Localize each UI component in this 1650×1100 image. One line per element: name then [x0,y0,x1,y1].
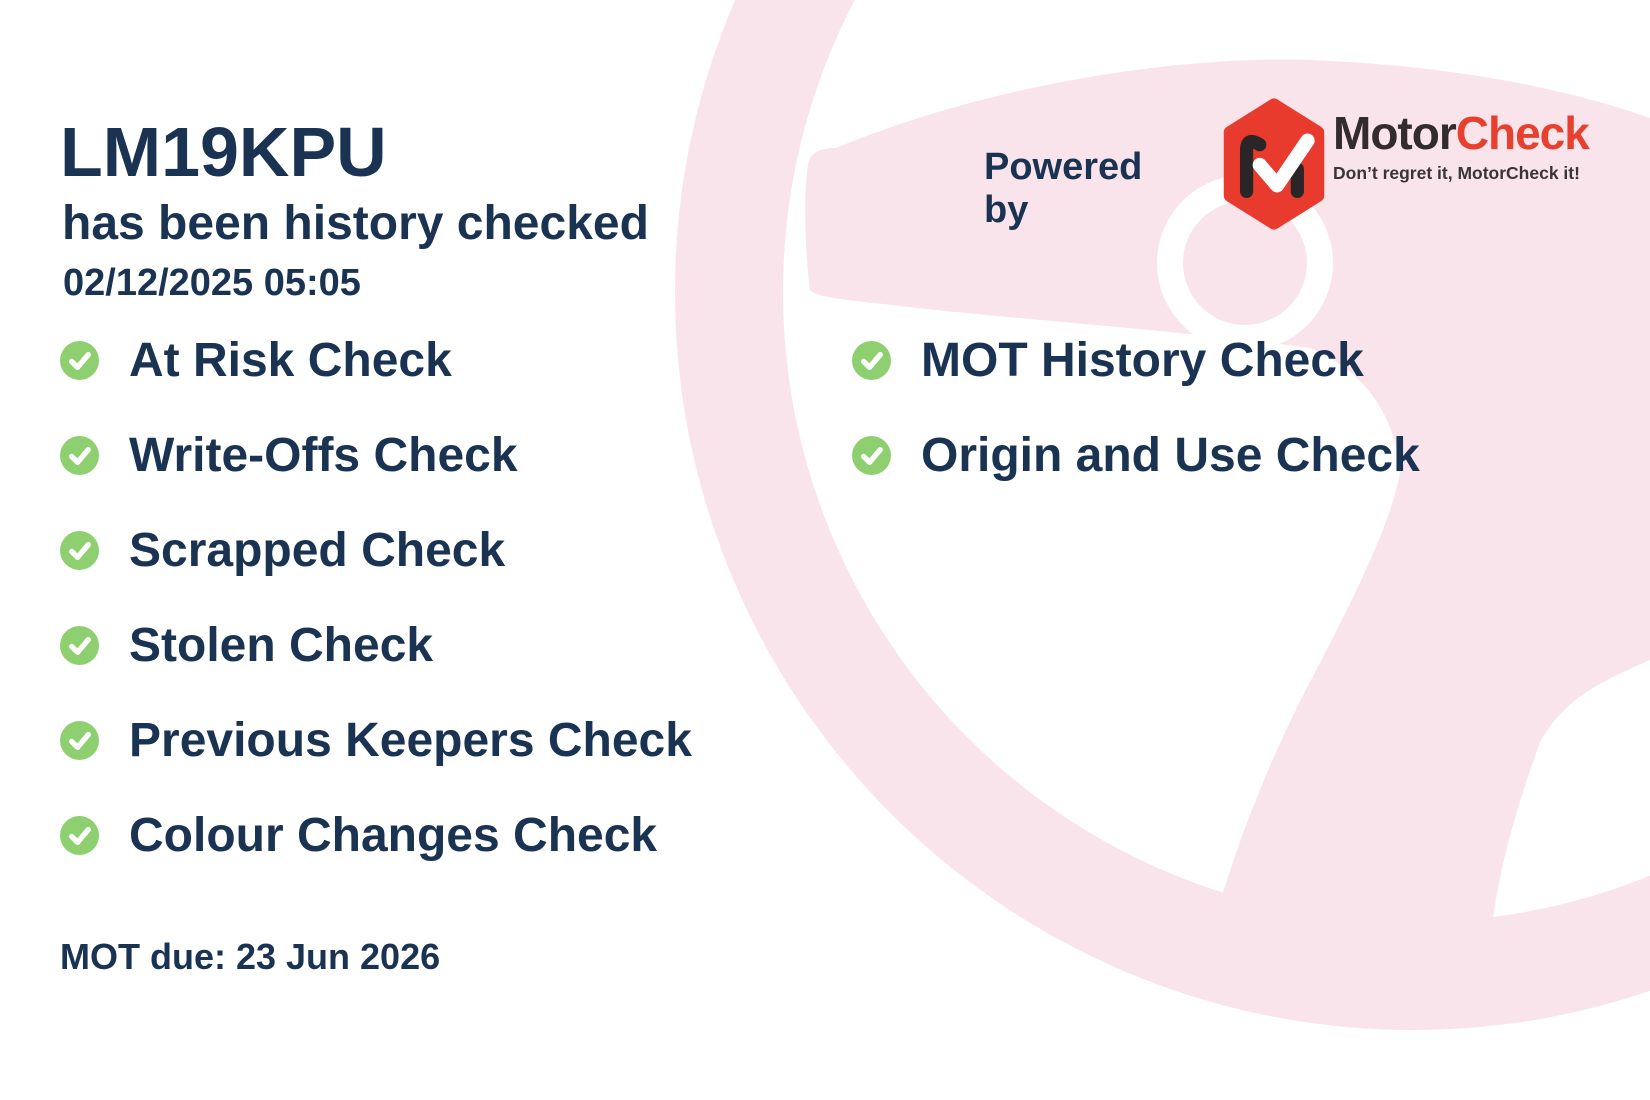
list-item: MOT History Check [852,313,1420,408]
list-item: Origin and Use Check [852,408,1420,503]
list-item: Stolen Check [60,598,692,693]
powered-by-label: Powered by [984,146,1143,231]
motorcheck-logo-icon [1223,98,1325,230]
check-circle-icon [60,721,99,760]
list-item: Write-Offs Check [60,408,692,503]
check-circle-icon [60,531,99,570]
check-item-label: Stolen Check [129,619,434,672]
check-item-label: At Risk Check [129,334,452,387]
check-circle-icon [60,626,99,665]
mot-due-label: MOT due: 23 Jun 2026 [60,936,441,977]
check-item-label: Colour Changes Check [129,809,658,862]
brand-wordmark: MotorCheck Don’t regret it, MotorCheck i… [1333,106,1590,184]
check-list-right: MOT History Check Origin and Use Check [852,313,1420,503]
check-item-label: Scrapped Check [129,524,506,577]
list-item: At Risk Check [60,313,692,408]
brand-name-motor: Motor [1333,107,1457,159]
check-item-label: Origin and Use Check [921,429,1420,482]
check-circle-icon [60,341,99,380]
list-item: Scrapped Check [60,503,692,598]
check-circle-icon [60,436,99,475]
check-timestamp: 02/12/2025 05:05 [63,262,361,304]
brand-tagline: Don’t regret it, MotorCheck it! [1333,163,1580,183]
check-circle-icon [852,341,891,380]
vehicle-registration: LM19KPU [60,113,387,191]
check-circle-icon [852,436,891,475]
check-circle-icon [60,816,99,855]
history-checked-subtitle: has been history checked [62,197,649,250]
brand-name-check: Check [1455,107,1590,159]
check-item-label: MOT History Check [921,334,1364,387]
check-item-label: Previous Keepers Check [129,714,692,767]
check-list-left: At Risk Check Write-Offs Check Scrapped … [60,313,692,883]
check-item-label: Write-Offs Check [129,429,518,482]
list-item: Previous Keepers Check [60,693,692,788]
list-item: Colour Changes Check [60,788,692,883]
